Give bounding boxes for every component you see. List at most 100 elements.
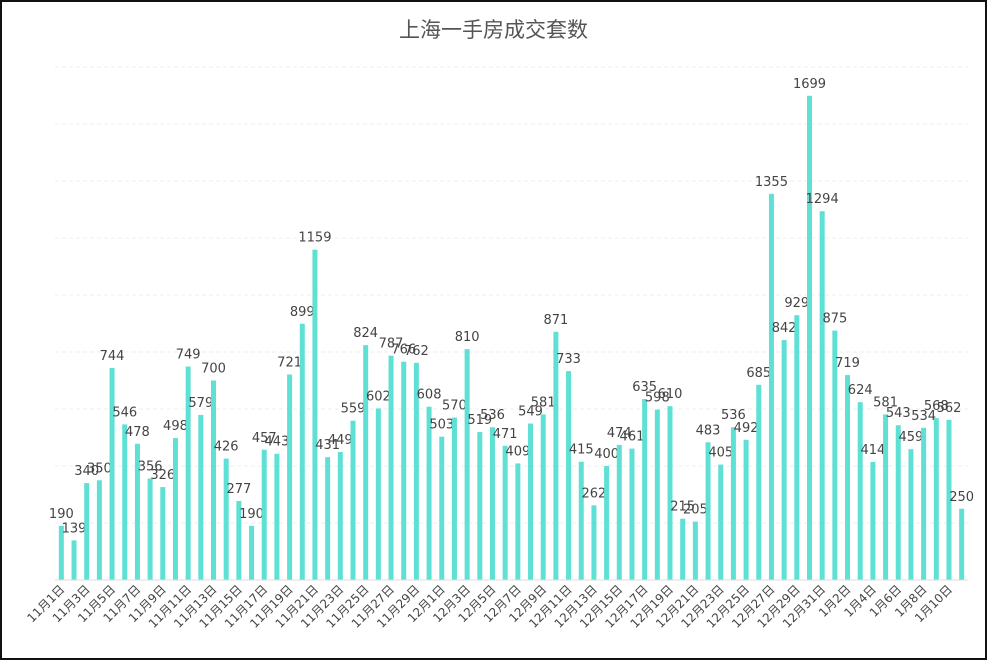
data-label: 503 bbox=[429, 418, 454, 433]
bar bbox=[160, 487, 166, 580]
data-label: 457 bbox=[252, 431, 277, 446]
bar bbox=[58, 525, 64, 580]
bar bbox=[249, 525, 255, 580]
bar bbox=[375, 408, 381, 580]
bar bbox=[413, 362, 419, 580]
data-label: 262 bbox=[582, 486, 607, 501]
data-label: 871 bbox=[543, 313, 568, 328]
data-label: 277 bbox=[226, 482, 251, 497]
data-label: 929 bbox=[784, 296, 809, 311]
data-label: 250 bbox=[949, 490, 974, 505]
data-label: 624 bbox=[848, 383, 873, 398]
data-label: 498 bbox=[163, 419, 188, 434]
bar bbox=[883, 414, 889, 580]
bar bbox=[654, 409, 660, 580]
bar bbox=[325, 457, 331, 580]
bar bbox=[528, 423, 534, 580]
bar bbox=[870, 462, 876, 580]
data-label: 875 bbox=[822, 312, 847, 327]
bar bbox=[515, 463, 521, 580]
bar bbox=[84, 483, 90, 580]
data-label: 749 bbox=[176, 348, 201, 363]
data-label: 215 bbox=[670, 500, 695, 515]
bar bbox=[134, 443, 140, 580]
data-label: 356 bbox=[138, 460, 163, 475]
data-label: 534 bbox=[911, 409, 936, 424]
data-label: 766 bbox=[391, 343, 416, 358]
data-label: 536 bbox=[480, 408, 505, 423]
data-label: 190 bbox=[49, 507, 74, 522]
data-label: 409 bbox=[505, 444, 530, 459]
data-label: 350 bbox=[87, 461, 112, 476]
data-label: 744 bbox=[100, 349, 125, 364]
data-label: 400 bbox=[594, 447, 619, 462]
bar bbox=[502, 445, 508, 580]
bar bbox=[401, 361, 407, 580]
bar bbox=[439, 436, 445, 580]
bar bbox=[680, 518, 686, 580]
data-label: 492 bbox=[734, 421, 759, 436]
bar bbox=[109, 367, 115, 580]
data-label: 685 bbox=[746, 366, 771, 381]
bar bbox=[451, 417, 457, 580]
data-label: 899 bbox=[290, 305, 315, 320]
data-label: 478 bbox=[125, 425, 150, 440]
bar bbox=[287, 374, 293, 580]
data-label: 787 bbox=[379, 337, 404, 352]
bar bbox=[667, 406, 673, 580]
bar bbox=[642, 399, 648, 580]
data-label: 762 bbox=[404, 344, 429, 359]
data-label: 474 bbox=[607, 426, 632, 441]
bar bbox=[933, 418, 939, 580]
data-label: 1699 bbox=[793, 77, 826, 92]
data-label: 721 bbox=[277, 356, 302, 371]
chart-title: 上海一手房成交套数 bbox=[399, 18, 588, 42]
bar bbox=[781, 340, 787, 580]
bar bbox=[629, 448, 635, 580]
bar bbox=[464, 349, 470, 580]
bar bbox=[756, 384, 762, 580]
bar bbox=[718, 464, 724, 580]
data-label: 190 bbox=[239, 507, 264, 522]
data-label: 414 bbox=[860, 443, 885, 458]
bar bbox=[274, 453, 280, 580]
data-label: 543 bbox=[886, 406, 911, 421]
bar bbox=[832, 330, 838, 580]
bar bbox=[578, 461, 584, 580]
data-label: 415 bbox=[569, 443, 594, 458]
data-label: 483 bbox=[696, 423, 721, 438]
data-label: 598 bbox=[645, 391, 670, 406]
data-label: 700 bbox=[201, 362, 226, 377]
data-label: 581 bbox=[873, 395, 898, 410]
data-label: 602 bbox=[366, 389, 391, 404]
bar bbox=[198, 414, 204, 580]
data-label: 139 bbox=[62, 521, 87, 536]
data-label: 635 bbox=[632, 380, 657, 395]
bar bbox=[236, 501, 242, 580]
data-label: 205 bbox=[683, 503, 708, 518]
bar bbox=[426, 406, 432, 580]
data-label: 562 bbox=[937, 401, 962, 416]
bar bbox=[489, 427, 495, 580]
data-label: 443 bbox=[264, 435, 289, 450]
bar bbox=[845, 375, 851, 580]
bar bbox=[172, 438, 178, 580]
data-label: 842 bbox=[772, 321, 797, 336]
bar bbox=[71, 540, 77, 580]
bar bbox=[819, 211, 825, 580]
data-label: 1355 bbox=[755, 175, 788, 190]
bar bbox=[223, 458, 229, 580]
bar bbox=[705, 442, 711, 580]
data-label: 549 bbox=[518, 405, 543, 420]
data-label: 459 bbox=[899, 430, 924, 445]
data-label: 426 bbox=[214, 440, 239, 455]
data-label: 581 bbox=[531, 395, 556, 410]
bar bbox=[477, 432, 483, 580]
data-label: 579 bbox=[188, 396, 213, 411]
data-label: 326 bbox=[150, 468, 175, 483]
bar bbox=[147, 478, 153, 580]
bar bbox=[806, 95, 812, 580]
bar bbox=[211, 380, 217, 580]
bar bbox=[692, 521, 698, 580]
